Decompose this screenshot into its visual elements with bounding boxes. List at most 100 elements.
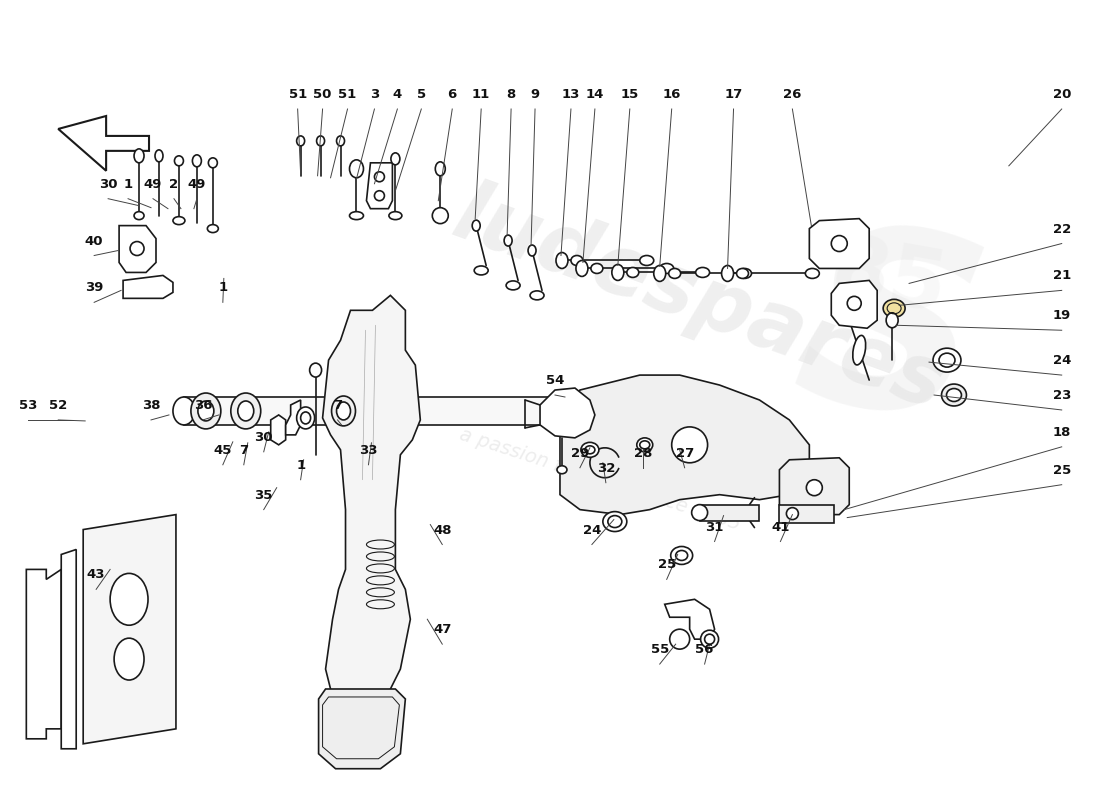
Text: 11: 11 — [472, 88, 491, 101]
Text: 25: 25 — [658, 558, 675, 571]
Text: 15: 15 — [620, 88, 639, 101]
Ellipse shape — [591, 263, 603, 274]
Circle shape — [705, 634, 715, 644]
Ellipse shape — [576, 261, 587, 277]
Text: 24: 24 — [583, 523, 601, 537]
Text: 6: 6 — [448, 88, 456, 101]
Ellipse shape — [134, 149, 144, 163]
Circle shape — [847, 296, 861, 310]
Polygon shape — [810, 218, 869, 269]
Text: 2: 2 — [169, 178, 178, 190]
Ellipse shape — [571, 255, 583, 266]
Polygon shape — [119, 226, 156, 273]
Text: 38: 38 — [142, 399, 161, 412]
Circle shape — [806, 480, 823, 496]
Text: 32: 32 — [596, 462, 615, 474]
Ellipse shape — [737, 269, 751, 278]
Polygon shape — [322, 295, 420, 719]
Circle shape — [786, 508, 799, 519]
Circle shape — [130, 242, 144, 255]
Text: 55: 55 — [650, 643, 669, 656]
Text: 52: 52 — [50, 399, 67, 412]
Polygon shape — [271, 415, 286, 445]
Ellipse shape — [309, 363, 321, 377]
Ellipse shape — [585, 446, 595, 454]
Text: 43: 43 — [87, 568, 106, 582]
Circle shape — [432, 208, 449, 224]
Text: 39: 39 — [85, 282, 103, 294]
Circle shape — [701, 630, 718, 648]
Text: 31: 31 — [705, 521, 724, 534]
Text: 14: 14 — [585, 88, 604, 101]
Ellipse shape — [640, 441, 650, 449]
Ellipse shape — [669, 269, 681, 278]
Text: 13: 13 — [562, 88, 580, 101]
Ellipse shape — [603, 512, 627, 531]
Text: 1: 1 — [296, 458, 305, 472]
Text: S: S — [780, 206, 999, 475]
Ellipse shape — [556, 253, 568, 269]
Polygon shape — [286, 400, 300, 435]
Ellipse shape — [297, 407, 315, 429]
Ellipse shape — [581, 442, 598, 458]
Circle shape — [374, 172, 384, 182]
Ellipse shape — [640, 255, 653, 266]
Ellipse shape — [192, 155, 201, 167]
Text: 49: 49 — [188, 178, 206, 190]
Ellipse shape — [671, 546, 693, 565]
Ellipse shape — [722, 266, 734, 282]
Text: 23: 23 — [1053, 389, 1071, 402]
Ellipse shape — [608, 515, 622, 527]
Text: 48: 48 — [433, 523, 451, 537]
Text: 28: 28 — [634, 446, 652, 460]
Ellipse shape — [173, 217, 185, 225]
Ellipse shape — [530, 291, 544, 300]
Text: 7: 7 — [239, 444, 249, 457]
Ellipse shape — [208, 225, 218, 233]
Ellipse shape — [805, 269, 820, 278]
Circle shape — [374, 190, 384, 201]
Ellipse shape — [175, 156, 184, 166]
Ellipse shape — [542, 397, 564, 425]
Text: 35: 35 — [254, 489, 273, 502]
Ellipse shape — [612, 265, 624, 281]
Ellipse shape — [173, 397, 195, 425]
Text: 30: 30 — [254, 431, 273, 444]
Ellipse shape — [337, 136, 344, 146]
Bar — [184, 397, 553, 425]
Text: 4: 4 — [393, 88, 402, 101]
Ellipse shape — [198, 401, 213, 421]
Ellipse shape — [317, 136, 324, 146]
Polygon shape — [26, 570, 62, 739]
Ellipse shape — [883, 299, 905, 318]
Ellipse shape — [350, 160, 363, 178]
Polygon shape — [540, 388, 595, 438]
Ellipse shape — [528, 245, 536, 256]
Text: 29: 29 — [571, 446, 588, 460]
Text: 54: 54 — [546, 374, 564, 387]
Polygon shape — [366, 163, 393, 209]
Circle shape — [670, 630, 690, 649]
Text: 36: 36 — [194, 399, 212, 412]
Text: a passion for parts since 1985: a passion for parts since 1985 — [456, 425, 742, 534]
Ellipse shape — [737, 269, 748, 278]
Ellipse shape — [297, 136, 305, 146]
Text: 30: 30 — [99, 178, 118, 190]
Ellipse shape — [675, 550, 688, 561]
Ellipse shape — [933, 348, 961, 372]
Ellipse shape — [331, 396, 355, 426]
Ellipse shape — [627, 267, 639, 278]
Polygon shape — [58, 116, 148, 170]
Ellipse shape — [389, 212, 402, 220]
Ellipse shape — [238, 401, 254, 421]
Ellipse shape — [695, 267, 710, 278]
Ellipse shape — [134, 212, 144, 220]
Ellipse shape — [155, 150, 163, 162]
Text: 18: 18 — [1053, 426, 1071, 439]
Ellipse shape — [114, 638, 144, 680]
Text: 16: 16 — [662, 88, 681, 101]
Text: 3: 3 — [370, 88, 379, 101]
Text: 9: 9 — [530, 88, 540, 101]
Ellipse shape — [942, 384, 967, 406]
Ellipse shape — [660, 263, 673, 274]
